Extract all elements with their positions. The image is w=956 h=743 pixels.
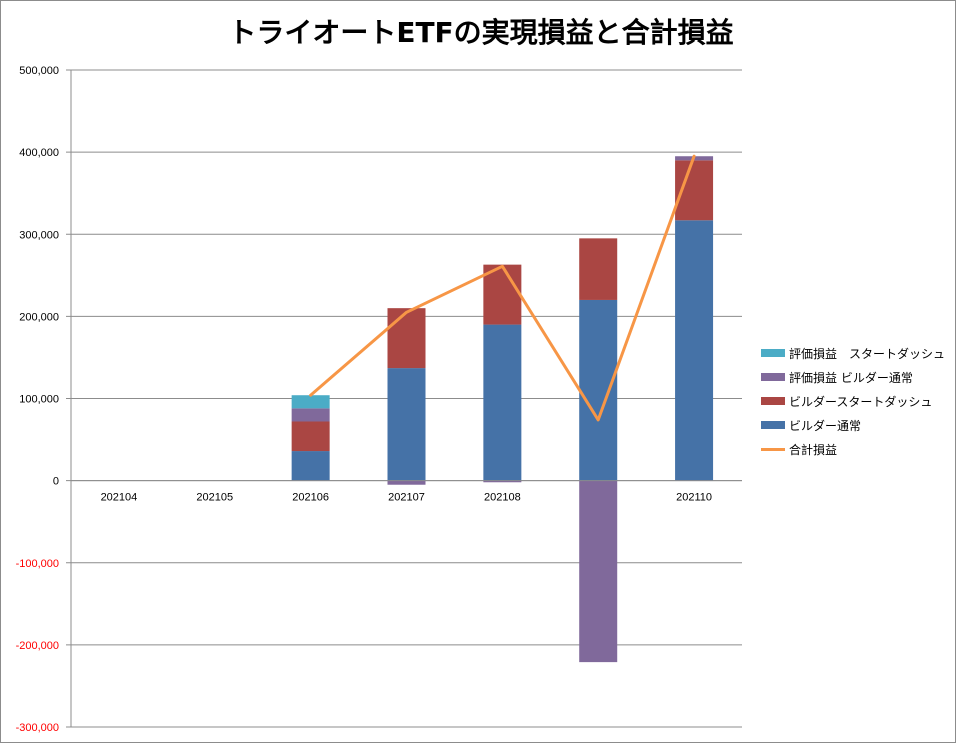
series-line <box>309 154 696 422</box>
x-tick-label: 202105 <box>196 492 233 504</box>
legend-swatch <box>761 373 785 381</box>
legend-label: 合計損益 <box>789 442 838 457</box>
x-tick-label: 202106 <box>292 492 329 504</box>
legend-item: 評価損益 ビルダー通常 <box>761 365 945 389</box>
bar <box>579 238 618 300</box>
y-tick-label: 400,000 <box>19 147 59 159</box>
chart-title: トライオートETFの実現損益と合計損益 <box>228 16 734 49</box>
bar <box>483 480 522 483</box>
legend-swatch <box>761 421 785 429</box>
bar <box>483 264 522 325</box>
x-tick-label: 202110 <box>676 492 712 504</box>
legend-swatch <box>761 349 785 357</box>
y-tick-label: 300,000 <box>19 229 59 241</box>
x-axis-ticks: 2021042021052021062021072021082021092021… <box>101 492 712 504</box>
legend: 評価損益 スタートダッシュ 評価損益 ビルダー通常ビルダースタートダッシュ ビルダー… <box>761 341 945 461</box>
legend-item: 評価損益 スタートダッシュ <box>761 341 945 365</box>
legend-label: 評価損益 スタートダッシュ <box>789 346 946 361</box>
bar <box>387 368 426 481</box>
y-tick-label: -200,000 <box>16 640 59 652</box>
legend-swatch <box>761 397 785 405</box>
y-tick-label: 500,000 <box>19 65 59 77</box>
legend-label: ビルダー通常 <box>789 418 862 433</box>
bar <box>579 299 618 481</box>
y-tick-label: 0 <box>53 476 59 488</box>
bar <box>675 220 714 481</box>
bar <box>387 480 426 485</box>
x-tick-label: 202104 <box>101 492 138 504</box>
x-tick-label: 202108 <box>484 492 521 504</box>
bar <box>579 480 618 663</box>
legend-label: ビルダースタートダッシュ <box>789 394 933 409</box>
axes <box>70 70 742 727</box>
y-tick-label: -300,000 <box>16 722 59 734</box>
y-tick-label: 100,000 <box>19 394 59 406</box>
bar <box>291 421 330 452</box>
legend-item: 合計損益 <box>761 437 945 461</box>
y-tick-label: 200,000 <box>19 311 59 323</box>
bar <box>291 408 330 422</box>
bar <box>291 395 330 409</box>
line-series <box>309 154 696 422</box>
y-tick-label: -100,000 <box>16 558 59 570</box>
bar-series <box>291 156 714 663</box>
x-tick-label: 202107 <box>388 492 425 504</box>
y-axis-ticks: 500,000 400,000 300,000 200,000 100,000 0 -100… <box>16 65 59 734</box>
legend-label: 評価損益 ビルダー通常 <box>789 370 913 385</box>
bar <box>483 324 522 481</box>
legend-item: ビルダー通常 <box>761 413 945 437</box>
legend-item: ビルダースタートダッシュ <box>761 389 945 413</box>
legend-swatch <box>761 447 785 451</box>
bar <box>387 308 426 369</box>
bar <box>291 451 330 481</box>
